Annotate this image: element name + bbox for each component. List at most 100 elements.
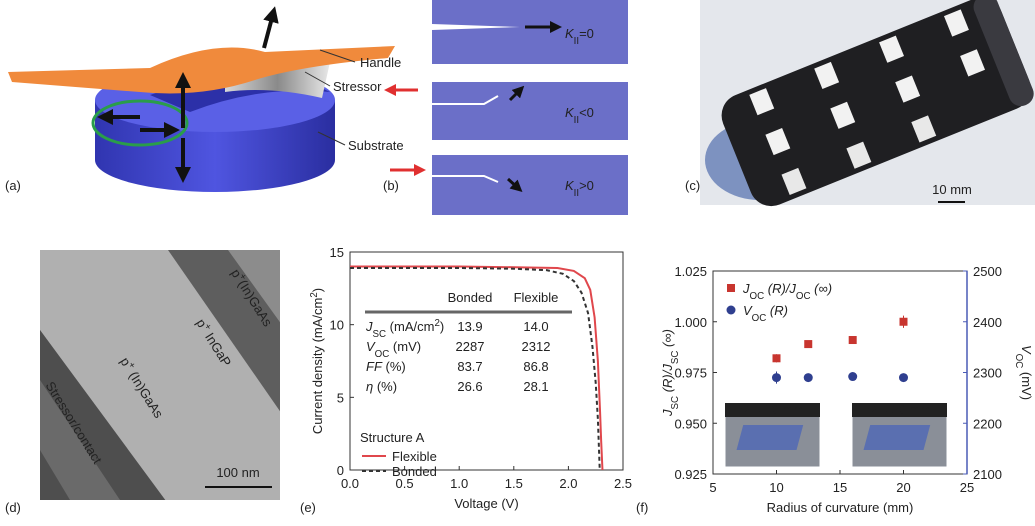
- point: [772, 373, 781, 382]
- text-part: (mV): [389, 339, 421, 354]
- y-tick-label: 15: [330, 245, 344, 260]
- y2-tick-label: 2100: [973, 467, 1002, 482]
- y2-tick-label: 2200: [973, 416, 1002, 431]
- legend-label: JOC (R)/JOC (∞): [742, 281, 832, 302]
- text-part: (%): [373, 379, 397, 394]
- y-tick-label: 1.000: [674, 315, 707, 330]
- text-part: OC: [752, 313, 767, 324]
- panel-d-image: [40, 250, 300, 520]
- legend-marker: [727, 284, 735, 292]
- y2-tick-label: 2300: [973, 366, 1002, 381]
- table-cell: 2312: [522, 339, 551, 354]
- table-cell: 83.7: [457, 359, 482, 374]
- table-cell: 14.0: [523, 319, 548, 334]
- text-part: >0: [579, 178, 594, 193]
- y-axis-label: Current density (mA/cm2): [309, 288, 326, 434]
- text-part: (mA/cm: [386, 319, 434, 334]
- point: [804, 340, 812, 348]
- label-stressor: Stressor: [333, 79, 382, 94]
- x-tick-label: 5: [709, 480, 716, 495]
- table-cell: 86.8: [523, 359, 548, 374]
- label-handle: Handle: [360, 55, 401, 70]
- inset-photo-device: [737, 425, 804, 450]
- x-tick-label: 1.0: [450, 476, 468, 491]
- inset-label: R = 20 mm: [867, 402, 931, 417]
- text-part: FF: [366, 359, 383, 374]
- legend-label: VOC (R): [743, 303, 788, 324]
- inset-photo-device: [864, 425, 931, 450]
- text-part: OC: [796, 291, 811, 302]
- panel-a-drawing: [8, 14, 395, 192]
- text-part: (∞): [811, 281, 833, 296]
- y-tick-label: 0.975: [674, 366, 707, 381]
- x-axis-label: Radius of curvature (mm): [767, 500, 914, 515]
- text-part: (∞): [660, 329, 675, 351]
- table-row-label: η (%): [366, 379, 397, 394]
- text-part: η: [366, 379, 373, 394]
- y-tick-label: 0.925: [674, 467, 707, 482]
- y2-tick-label: 2500: [973, 264, 1002, 279]
- y-tick-label: 0.950: [674, 416, 707, 431]
- text-part: <0: [579, 105, 594, 120]
- panel-label: (d): [5, 500, 21, 515]
- point: [899, 373, 908, 382]
- point: [848, 372, 857, 381]
- x-tick-label: 2.5: [614, 476, 632, 491]
- x-tick-label: 2.0: [559, 476, 577, 491]
- legend-marker: [727, 306, 736, 315]
- y2-tick-label: 2400: [973, 315, 1002, 330]
- panel-label: (a): [5, 178, 21, 193]
- y-tick-label: 5: [337, 390, 344, 405]
- x-tick-label: 0.0: [341, 476, 359, 491]
- text-part: ): [310, 288, 325, 292]
- point: [773, 354, 781, 362]
- text-part: R: [740, 402, 749, 417]
- text-part: (mV): [1019, 368, 1034, 400]
- point: [900, 318, 908, 326]
- text-part: (R): [766, 303, 788, 318]
- table-row-label: FF (%): [366, 359, 406, 374]
- point: [804, 373, 813, 382]
- x-tick-label: 15: [833, 480, 847, 495]
- text-part: SC: [670, 351, 681, 365]
- x-axis-label: Voltage (V): [454, 496, 518, 511]
- x-tick-label: 10: [769, 480, 783, 495]
- table-cell: 2287: [456, 339, 485, 354]
- panel-label: (c): [685, 178, 700, 193]
- point: [849, 336, 857, 344]
- text-part: (R)/J: [764, 281, 796, 296]
- label-substrate: Substrate: [348, 138, 404, 153]
- table-header: Flexible: [514, 290, 559, 305]
- text-part: SC: [670, 396, 681, 410]
- scale-bar-d: 100 nm: [216, 465, 259, 480]
- text-part: (%): [382, 359, 406, 374]
- figure: Handle Stressor Substrate 10 mm: [0, 0, 1035, 521]
- legend-label: Flexible: [392, 449, 437, 464]
- table-header: Bonded: [448, 290, 493, 305]
- table-cell: 28.1: [523, 379, 548, 394]
- y-tick-label: 10: [330, 318, 344, 333]
- y-tick-label: 0: [337, 463, 344, 478]
- text-part: SC: [373, 329, 387, 340]
- panel-label: (e): [300, 500, 316, 515]
- y-tick-label: 1.025: [674, 264, 707, 279]
- text-part: Current density (mA/cm: [310, 298, 325, 435]
- panel-label: (b): [383, 178, 399, 193]
- text-part: = 20 mm: [876, 402, 931, 417]
- text-part: =0: [579, 26, 594, 41]
- text-part: OC: [1014, 354, 1025, 369]
- panel-c-photo: [700, 0, 1035, 213]
- table-row-label: VOC (mV): [366, 339, 421, 360]
- text-part: (R)/J: [660, 364, 675, 396]
- table-row-label: JSC (mA/cm2): [365, 318, 444, 340]
- text-part: OC: [750, 291, 765, 302]
- x-tick-label: 25: [960, 480, 974, 495]
- text-part: ): [440, 319, 444, 334]
- legend-title: Structure A: [360, 430, 425, 445]
- panel-label: (f): [636, 500, 648, 515]
- y2-axis-label: VOC (mV): [1014, 345, 1035, 400]
- table-cell: 26.6: [457, 379, 482, 394]
- text-part: R: [867, 402, 876, 417]
- scale-bar-c: 10 mm: [932, 182, 972, 197]
- inset-label: R = 10 mm: [740, 402, 804, 417]
